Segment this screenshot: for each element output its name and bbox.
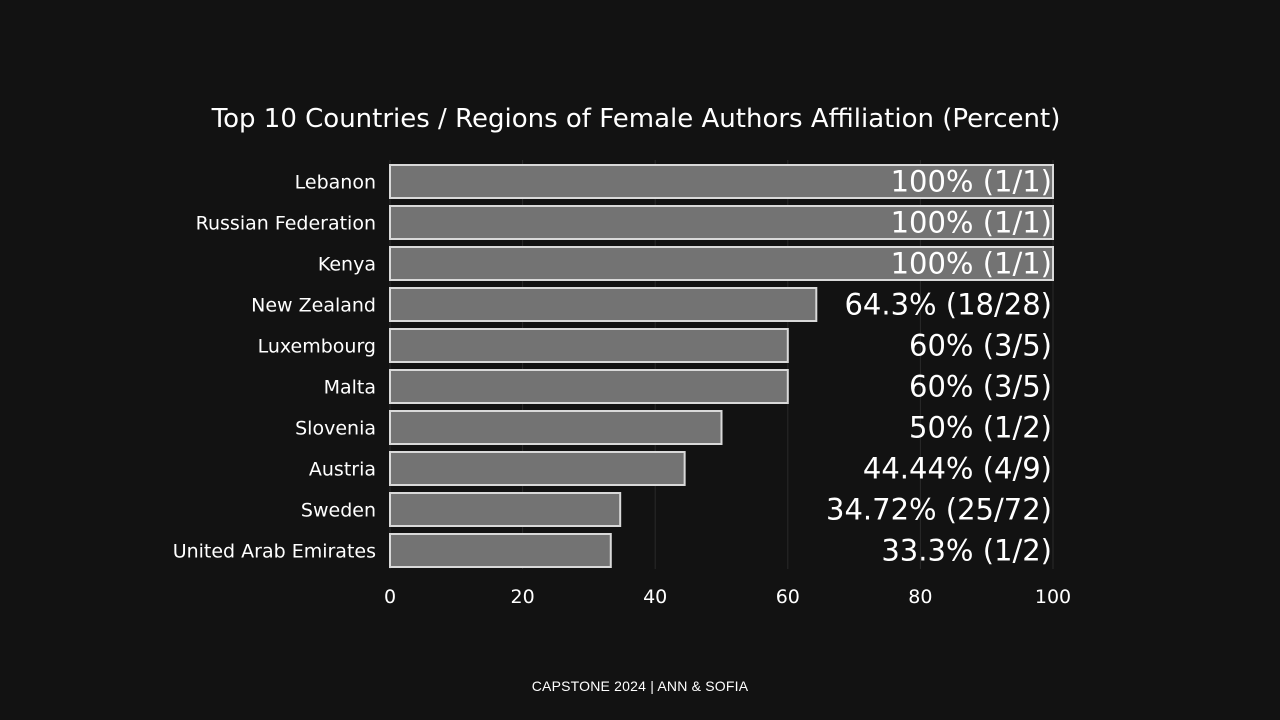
x-tick-label: 20 xyxy=(511,586,535,608)
x-axis-ticks: 0 20 40 60 80 100 xyxy=(384,586,1071,608)
bar xyxy=(389,492,622,527)
category-label: New Zealand xyxy=(251,295,376,317)
bar xyxy=(389,410,723,445)
x-tick-label: 40 xyxy=(643,586,667,608)
data-label: 64.3% (18/28) xyxy=(844,288,1052,322)
bar xyxy=(389,164,1054,199)
category-label: Luxembourg xyxy=(258,336,376,358)
category-label: Kenya xyxy=(318,254,376,276)
data-label: 44.44% (4/9) xyxy=(863,452,1052,486)
bar xyxy=(389,246,1054,281)
bar xyxy=(389,328,789,363)
data-label: 100% (1/1) xyxy=(891,206,1052,240)
category-label: Sweden xyxy=(301,500,376,522)
bar xyxy=(389,205,1054,240)
x-tick-label: 60 xyxy=(776,586,800,608)
footer-credit: CAPSTONE 2024 | ANN & SOFIA xyxy=(531,678,749,694)
data-label: 60% (3/5) xyxy=(909,329,1052,363)
bar xyxy=(389,451,686,486)
chart-title: Top 10 Countries / Regions of Female Aut… xyxy=(211,104,1061,134)
category-label: Russian Federation xyxy=(196,213,376,235)
category-label: United Arab Emirates xyxy=(173,541,376,563)
data-label: 50% (1/2) xyxy=(909,411,1052,445)
category-label: Slovenia xyxy=(295,418,376,440)
data-label: 100% (1/1) xyxy=(891,165,1052,199)
category-label: Austria xyxy=(309,459,376,481)
bar xyxy=(389,369,789,404)
category-labels: Lebanon Russian Federation Kenya New Zealan… xyxy=(173,172,376,563)
bars xyxy=(389,164,1054,568)
bar xyxy=(389,533,612,568)
data-label: 100% (1/1) xyxy=(891,247,1052,281)
x-tick-label: 80 xyxy=(908,586,932,608)
x-tick-label: 0 xyxy=(384,586,396,608)
data-label: 60% (3/5) xyxy=(909,370,1052,404)
x-tick-label: 100 xyxy=(1035,586,1071,608)
data-labels: 100% (1/1) 100% (1/1) 100% (1/1) 64.3% (18/… xyxy=(826,165,1052,568)
bar xyxy=(389,287,818,322)
category-label: Lebanon xyxy=(295,172,376,194)
data-label: 33.3% (1/2) xyxy=(881,534,1052,568)
category-label: Malta xyxy=(324,377,376,399)
data-label: 34.72% (25/72) xyxy=(826,493,1052,527)
